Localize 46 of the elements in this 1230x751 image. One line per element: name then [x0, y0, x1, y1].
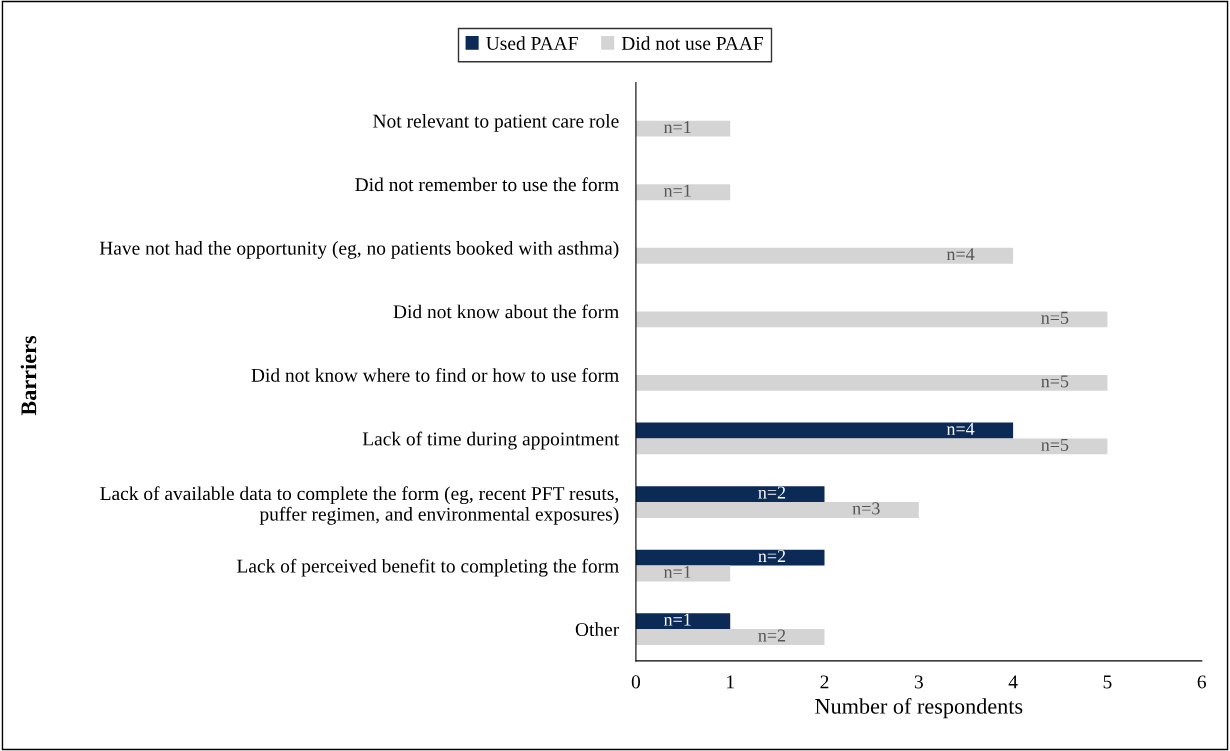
x-tick-label: 2	[820, 675, 829, 689]
x-tick-label: 6	[1197, 675, 1206, 689]
y-axis-title: Barriers	[20, 335, 37, 416]
legend-label: Used PAAF	[486, 36, 578, 50]
y-tick-label: Did not know about the form	[393, 304, 619, 319]
x-tick-label: 5	[1103, 675, 1112, 689]
bar	[635, 311, 1108, 328]
x-tick-label: 0	[631, 675, 641, 689]
y-tick-label: Lack of perceived benefit to completing the form	[237, 558, 619, 577]
bar	[635, 502, 919, 518]
y-tick-label: Lack of available data to complete the form (eg, recent PFT resuts, puffer regimen, and environmental exposures)	[100, 486, 619, 525]
x-tick-label: 4	[1008, 675, 1018, 689]
data-label: n=4	[946, 248, 975, 261]
x-tick-label: 3	[914, 675, 923, 689]
y-tick-label: Did not remember to use the form	[355, 177, 619, 192]
data-label: n=1	[663, 565, 691, 578]
bar	[635, 486, 825, 503]
x-axis-title: Number of respondents	[815, 697, 1023, 719]
data-label: n=3	[852, 502, 880, 515]
bar	[635, 629, 825, 645]
y-tick-label: Did not know where to find or how to use form	[251, 367, 619, 382]
y-tick-label: Other	[575, 622, 620, 637]
bar	[635, 565, 731, 582]
data-label: n=1	[663, 121, 691, 134]
x-tick-label: 1	[727, 675, 734, 689]
data-label: n=2	[758, 629, 786, 642]
bar	[635, 549, 825, 566]
bar	[635, 422, 1014, 439]
bar	[635, 247, 1014, 264]
data-label: n=4	[946, 422, 975, 435]
legend-label: Did not use PAAF	[621, 36, 764, 50]
y-tick-label: Not relevant to patient care role	[373, 113, 619, 132]
bar	[635, 184, 731, 201]
bar	[635, 374, 1108, 391]
data-label: n=1	[663, 184, 691, 197]
data-label: n=2	[758, 550, 786, 562]
data-label: n=1	[663, 613, 691, 626]
data-label: n=5	[1041, 375, 1069, 388]
bar	[635, 438, 1108, 455]
data-label: n=2	[758, 486, 786, 499]
y-tick-label: Lack of time during appointment	[362, 431, 620, 450]
bar	[635, 613, 731, 630]
data-label: n=5	[1041, 438, 1069, 451]
y-tick-label: Have not had the opportunity (eg, no patients booked with asthma)	[99, 241, 619, 259]
data-label: n=5	[1041, 311, 1069, 324]
bar	[635, 120, 731, 137]
